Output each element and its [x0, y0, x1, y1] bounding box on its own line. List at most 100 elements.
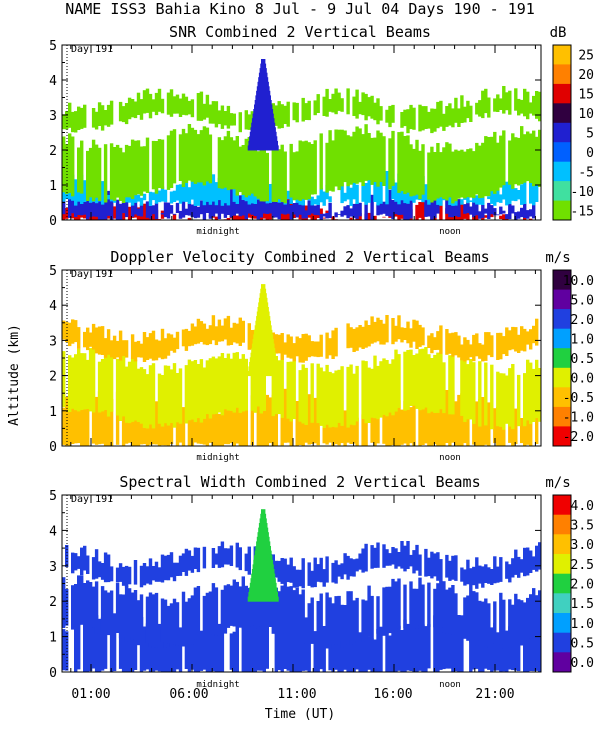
- panel-title-spectral-width: Spectral Width Combined 2 Vertical Beams: [119, 473, 480, 491]
- colorbar-swatch: [553, 652, 571, 673]
- heatmap-cell: [196, 134, 201, 183]
- heatmap-cell: [166, 554, 171, 581]
- heatmap-cell: [196, 364, 201, 419]
- heatmap-cell: [298, 594, 302, 642]
- heatmap-cell: [529, 631, 533, 671]
- heatmap-cell: [262, 389, 266, 446]
- heatmap-cell: [454, 555, 458, 581]
- heatmap-cell: [355, 558, 359, 572]
- heatmap-cell: [421, 202, 425, 220]
- heatmap-cell: [346, 555, 350, 580]
- heatmap-cell: [286, 586, 290, 634]
- heatmap-cell: [400, 211, 404, 219]
- plot-area-doppler: [62, 284, 542, 446]
- heatmap-cell: [388, 553, 392, 566]
- heatmap-cell: [280, 622, 284, 672]
- heatmap-cell: [502, 86, 506, 114]
- heatmap-cell: [460, 149, 464, 198]
- heatmap-cell: [400, 630, 404, 672]
- heatmap-cell: [463, 402, 467, 444]
- heatmap-cell: [313, 631, 317, 672]
- heatmap-cell: [133, 621, 138, 670]
- heatmap-cell: [475, 142, 479, 195]
- plume-cell: [258, 527, 269, 533]
- plume-cell: [256, 316, 271, 322]
- heatmap-cell: [319, 187, 323, 203]
- heatmap-cell: [133, 195, 138, 203]
- heatmap-cell: [86, 555, 90, 574]
- heatmap-cell: [214, 404, 219, 446]
- heatmap-cell: [175, 635, 180, 670]
- heatmap-cell: [505, 181, 509, 206]
- heatmap-cell: [439, 194, 443, 206]
- heatmap-cell: [145, 137, 150, 193]
- heatmap-cell: [397, 315, 401, 340]
- plume-cell: [251, 573, 276, 579]
- heatmap-cell: [514, 549, 518, 575]
- plume-cell: [255, 95, 271, 101]
- heatmap-cell: [397, 354, 401, 408]
- heatmap-cell: [316, 214, 320, 218]
- heatmap-cell: [115, 358, 120, 416]
- heatmap-cell: [436, 352, 440, 413]
- heatmap-cell: [304, 333, 308, 361]
- heatmap-cell: [442, 147, 446, 199]
- heatmap-cell: [517, 190, 521, 200]
- heatmap-cell: [313, 214, 317, 220]
- heatmap-cell: [208, 134, 213, 184]
- heatmap-cell: [376, 204, 380, 216]
- heatmap-cell: [124, 103, 129, 125]
- heatmap-cell: [232, 352, 236, 413]
- heatmap-cell: [376, 171, 380, 206]
- heatmap-cell: [394, 197, 398, 215]
- plume-cell: [256, 311, 270, 317]
- heatmap-cell: [295, 336, 299, 357]
- plume-cell: [250, 127, 276, 133]
- heatmap-cell: [301, 97, 305, 122]
- heatmap-cell: [385, 407, 389, 446]
- heatmap-cell: [68, 401, 72, 446]
- heatmap-cell: [77, 147, 81, 193]
- heatmap-cell: [148, 93, 153, 119]
- heatmap-cell: [412, 107, 416, 130]
- heatmap-cell: [238, 195, 242, 217]
- colorbar-swatch: [553, 289, 571, 310]
- heatmap-cell: [109, 340, 114, 358]
- heatmap-cell: [103, 196, 108, 220]
- heatmap-cell: [77, 327, 81, 349]
- heatmap-cell: [250, 613, 254, 672]
- heatmap-cell: [406, 321, 410, 344]
- heatmap-cell: [373, 102, 377, 121]
- heatmap-cell: [62, 114, 66, 130]
- heatmap-cell: [100, 181, 105, 205]
- heatmap-cell: [433, 553, 437, 577]
- heatmap-cell: [352, 373, 356, 426]
- heatmap-cell: [163, 338, 168, 359]
- heatmap-cell: [382, 587, 386, 636]
- heatmap-cell: [370, 137, 374, 185]
- heatmap-cell: [148, 623, 153, 672]
- plot-area-snr: [62, 59, 542, 220]
- heatmap-cell: [469, 200, 473, 202]
- heatmap-cell: [502, 184, 506, 200]
- heatmap-cell: [484, 332, 488, 361]
- heatmap-cell: [394, 182, 398, 202]
- heatmap-cell: [163, 635, 168, 672]
- heatmap-cell: [331, 373, 335, 427]
- heatmap-cell: [109, 566, 114, 582]
- heatmap-cell: [373, 321, 377, 343]
- heatmap-cell: [448, 355, 452, 415]
- heatmap-cell: [169, 130, 174, 188]
- heatmap-cell: [406, 135, 410, 193]
- plume-cell: [247, 596, 279, 602]
- heatmap-cell: [427, 111, 431, 129]
- heatmap-cell: [277, 618, 281, 671]
- heatmap-cell: [283, 558, 287, 586]
- heatmap-cell: [83, 104, 87, 128]
- heatmap-cell: [418, 202, 422, 218]
- heatmap-cell: [154, 203, 159, 219]
- colorbar-label: 0.5: [571, 637, 594, 652]
- heatmap-cell: [277, 334, 281, 354]
- heatmap-cell: [358, 553, 362, 570]
- heatmap-cell: [403, 190, 407, 220]
